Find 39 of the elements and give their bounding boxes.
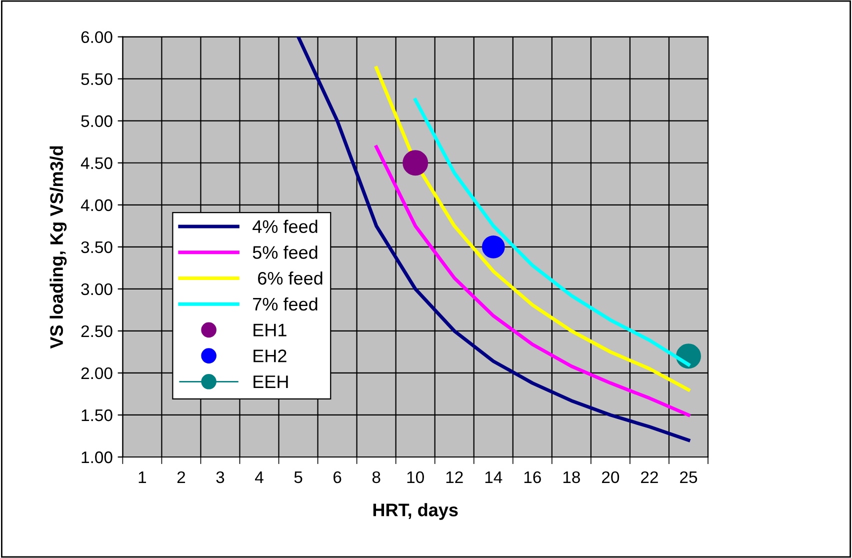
x-tick-label: 2 [177, 471, 186, 483]
y-tick-label: 2.50 [81, 325, 112, 338]
point [482, 235, 505, 258]
x-tick-label: 6 [334, 471, 342, 484]
y-tick-label: 1.00 [82, 451, 112, 464]
legend-label: EEH [254, 376, 288, 388]
y-tick-label: 3.50 [81, 241, 112, 254]
legend-label: 7% feed [253, 297, 318, 311]
y-tick-label: 5.50 [81, 73, 112, 86]
legend-label: 4% feed [252, 220, 318, 234]
line-series [374, 145, 690, 417]
y-tick-label: 1.50 [82, 409, 112, 422]
x-tick-label: 22 [641, 471, 658, 483]
y-tick-label: 3.00 [81, 283, 112, 296]
y-tick-label: 4.50 [80, 157, 112, 170]
legend-label: 6% feed [258, 271, 322, 285]
y-tick-label: 4.00 [80, 199, 112, 212]
x-tick-label: 3 [216, 471, 224, 484]
x-tick-label: 1 [138, 472, 146, 483]
point [402, 150, 428, 176]
x-tick-label: 18 [563, 471, 580, 484]
x-tick-label: 12 [446, 471, 463, 483]
x-tick-label: 14 [485, 472, 502, 483]
x-tick-label: 20 [602, 471, 620, 484]
legend-label: EH1 [254, 324, 286, 336]
x-tick-label: 16 [524, 471, 541, 484]
y-tick-label: 2.00 [81, 367, 112, 380]
x-tick-label: 4 [255, 472, 264, 483]
legend-label: 5% feed [252, 246, 318, 259]
x-tick-label: 8 [372, 471, 380, 484]
line-series [374, 66, 690, 392]
y-tick-label: 6.00 [81, 31, 112, 44]
x-tick-label: 5 [294, 472, 302, 484]
x-axis-title: HRT, days [373, 503, 458, 520]
legend-label: EH2 [254, 350, 286, 362]
x-tick-label: 10 [407, 471, 424, 484]
y-axis-title: VS loading, Kg VS/m3/d [50, 146, 67, 349]
y-tick-label: 5.00 [81, 115, 112, 128]
x-tick-label: 25 [680, 471, 698, 484]
